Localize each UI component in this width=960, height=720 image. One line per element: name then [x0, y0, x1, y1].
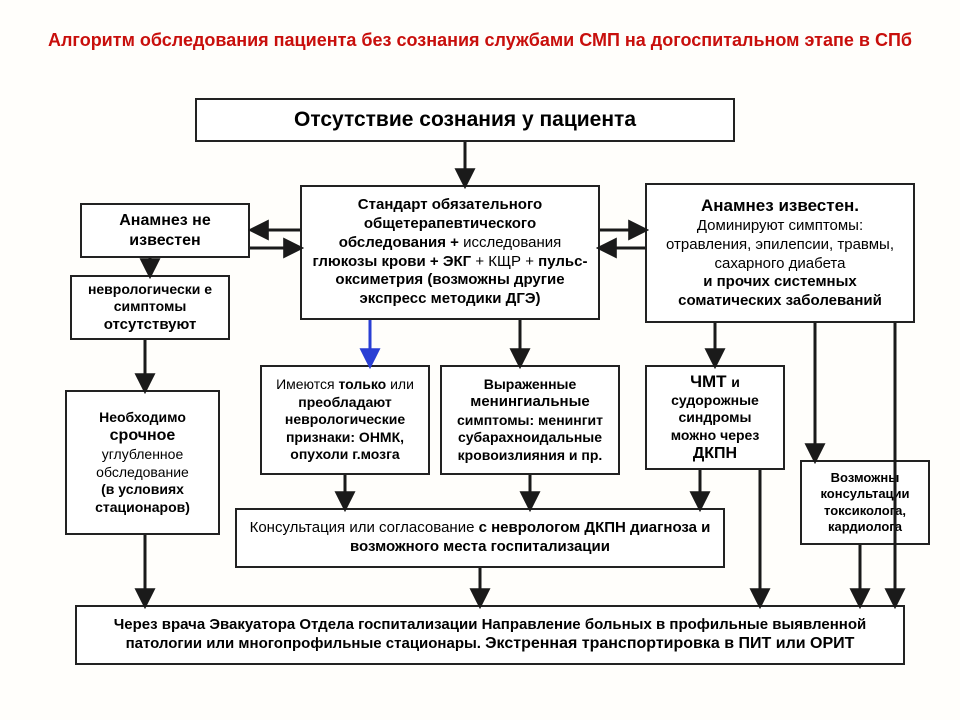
node-anamnesis-unknown: Анамнез не известен	[80, 203, 250, 258]
node-anamnesis-known: Анамнез известен.Доминируют симптомы: от…	[645, 183, 915, 323]
node-neuro-absent: неврологически е симптомыотсутствуют	[70, 275, 230, 340]
node-chmt: ЧМТ и судорожные синдромы можно через ДК…	[645, 365, 785, 470]
node-meningeal: Выраженные менингиальные симптомы: менин…	[440, 365, 620, 475]
node-urgent-exam: Необходимо срочноеуглубленное обследован…	[65, 390, 220, 535]
node-toxicologist: Возможны консультации токсиколога, карди…	[800, 460, 930, 545]
diagram-title: Алгоритм обследования пациента без созна…	[40, 28, 920, 52]
node-onmk: Имеются только или преобладают неврологи…	[260, 365, 430, 475]
node-final-transport: Через врача Эвакуатора Отдела госпитализ…	[75, 605, 905, 665]
node-start: Отсутствие сознания у пациента	[195, 98, 735, 142]
node-neurologist-consult: Консультация или согласование с невролог…	[235, 508, 725, 568]
node-standard-exam: Стандарт обязательного общетерапевтическ…	[300, 185, 600, 320]
